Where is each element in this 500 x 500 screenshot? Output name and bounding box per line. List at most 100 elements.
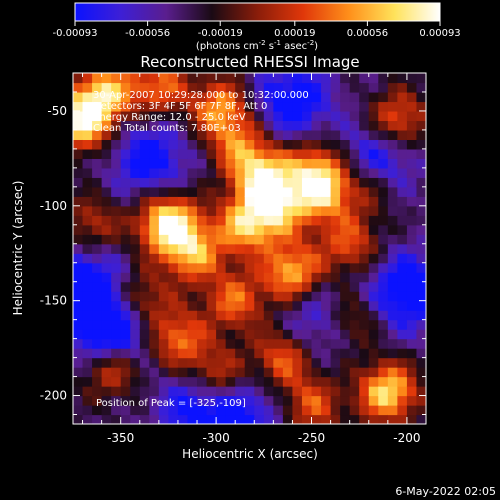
- heatmap-cell: [149, 272, 160, 283]
- heatmap-cell: [111, 101, 122, 112]
- heatmap-cell: [158, 253, 170, 264]
- heatmap-cell: [177, 386, 189, 397]
- heatmap-cell: [111, 186, 122, 197]
- heatmap-cell: [282, 120, 294, 131]
- heatmap-cell: [177, 196, 189, 207]
- heatmap-cell: [139, 120, 150, 131]
- heatmap-cell: [301, 357, 313, 368]
- heatmap-cell: [187, 73, 198, 84]
- heatmap-cell: [359, 319, 370, 330]
- heatmap-cell: [235, 177, 246, 188]
- heatmap-cell: [416, 291, 426, 302]
- heatmap-cell: [149, 376, 160, 387]
- heatmap-cell: [330, 291, 341, 302]
- heatmap-cell: [82, 414, 93, 424]
- heatmap-cell: [254, 129, 265, 141]
- heatmap-cell: [120, 215, 131, 226]
- heatmap-cell: [368, 348, 379, 359]
- heatmap-cell: [378, 205, 389, 216]
- heatmap-cell: [330, 281, 341, 292]
- heatmap-cell: [359, 73, 370, 84]
- heatmap-image: [73, 73, 426, 424]
- heatmap-cell: [197, 234, 208, 245]
- heatmap-cell: [130, 338, 141, 349]
- heatmap-cell: [378, 281, 389, 292]
- heatmap-cell: [416, 196, 426, 207]
- heatmap-cell: [244, 272, 255, 283]
- heatmap-cell: [292, 101, 303, 112]
- heatmap-cell: [158, 73, 170, 84]
- heatmap-cell: [206, 386, 217, 397]
- heatmap-cell: [292, 348, 303, 359]
- heatmap-cell: [177, 215, 189, 226]
- heatmap-cell: [206, 177, 217, 188]
- heatmap-cell: [216, 376, 227, 387]
- heatmap-cell: [177, 329, 189, 340]
- heatmap-cell: [130, 386, 141, 397]
- heatmap-cell: [311, 338, 322, 349]
- heatmap-cell: [158, 367, 170, 378]
- heatmap-cell: [92, 310, 103, 321]
- heatmap-cell: [206, 110, 217, 122]
- heatmap-cell: [330, 205, 341, 216]
- heatmap-cell: [340, 73, 351, 84]
- heatmap-cell: [406, 329, 418, 340]
- heatmap-cell: [111, 319, 122, 330]
- heatmap-cell: [206, 395, 217, 406]
- heatmap-cell: [111, 329, 122, 340]
- heatmap-cell: [168, 367, 179, 378]
- heatmap-cell: [397, 414, 408, 424]
- heatmap-cell: [187, 405, 198, 416]
- heatmap-cell: [292, 386, 303, 397]
- heatmap-cell: [177, 91, 189, 103]
- heatmap-cell: [378, 196, 389, 207]
- heatmap-cell: [282, 357, 294, 368]
- heatmap-cell: [263, 82, 274, 93]
- heatmap-cell: [330, 196, 341, 207]
- heatmap-cell: [406, 376, 418, 387]
- heatmap-cell: [330, 414, 341, 424]
- heatmap-cell: [282, 300, 294, 311]
- heatmap-cell: [73, 215, 84, 226]
- heatmap-cell: [73, 300, 84, 311]
- heatmap-cell: [349, 348, 360, 359]
- heatmap-cell: [416, 167, 426, 178]
- heatmap-cell: [111, 234, 122, 245]
- heatmap-cell: [311, 310, 322, 321]
- heatmap-cell: [349, 91, 360, 103]
- heatmap-cell: [177, 376, 189, 387]
- heatmap-cell: [349, 272, 360, 283]
- heatmap-cell: [149, 357, 160, 368]
- heatmap-cell: [263, 120, 274, 131]
- heatmap-cell: [273, 367, 284, 378]
- heatmap-cell: [216, 329, 227, 340]
- heatmap-cell: [349, 291, 360, 302]
- heatmap-cell: [168, 291, 179, 302]
- heatmap-cell: [254, 386, 265, 397]
- heatmap-cell: [273, 224, 284, 235]
- heatmap-cell: [187, 329, 198, 340]
- heatmap-cell: [92, 262, 103, 273]
- heatmap-cell: [359, 367, 370, 378]
- heatmap-cell: [158, 319, 170, 330]
- colorbar-tick-label: -0.00019: [198, 28, 243, 39]
- heatmap-cell: [273, 291, 284, 302]
- heatmap-cell: [235, 414, 246, 424]
- heatmap-cell: [92, 110, 103, 122]
- heatmap-cell: [359, 186, 370, 197]
- heatmap-cell: [197, 120, 208, 131]
- heatmap-cell: [206, 158, 217, 169]
- heatmap-cell: [273, 348, 284, 359]
- heatmap-cell: [130, 110, 141, 122]
- heatmap-cell: [244, 395, 255, 406]
- heatmap-cell: [321, 167, 332, 178]
- heatmap-cell: [301, 319, 313, 330]
- x-tick-label: -300: [202, 431, 229, 445]
- heatmap-cell: [263, 414, 274, 424]
- heatmap-cell: [368, 405, 379, 416]
- heatmap-cell: [92, 224, 103, 235]
- heatmap-cell: [197, 253, 208, 264]
- heatmap-cell: [397, 110, 408, 122]
- heatmap-cell: [330, 82, 341, 93]
- heatmap-cell: [301, 367, 313, 378]
